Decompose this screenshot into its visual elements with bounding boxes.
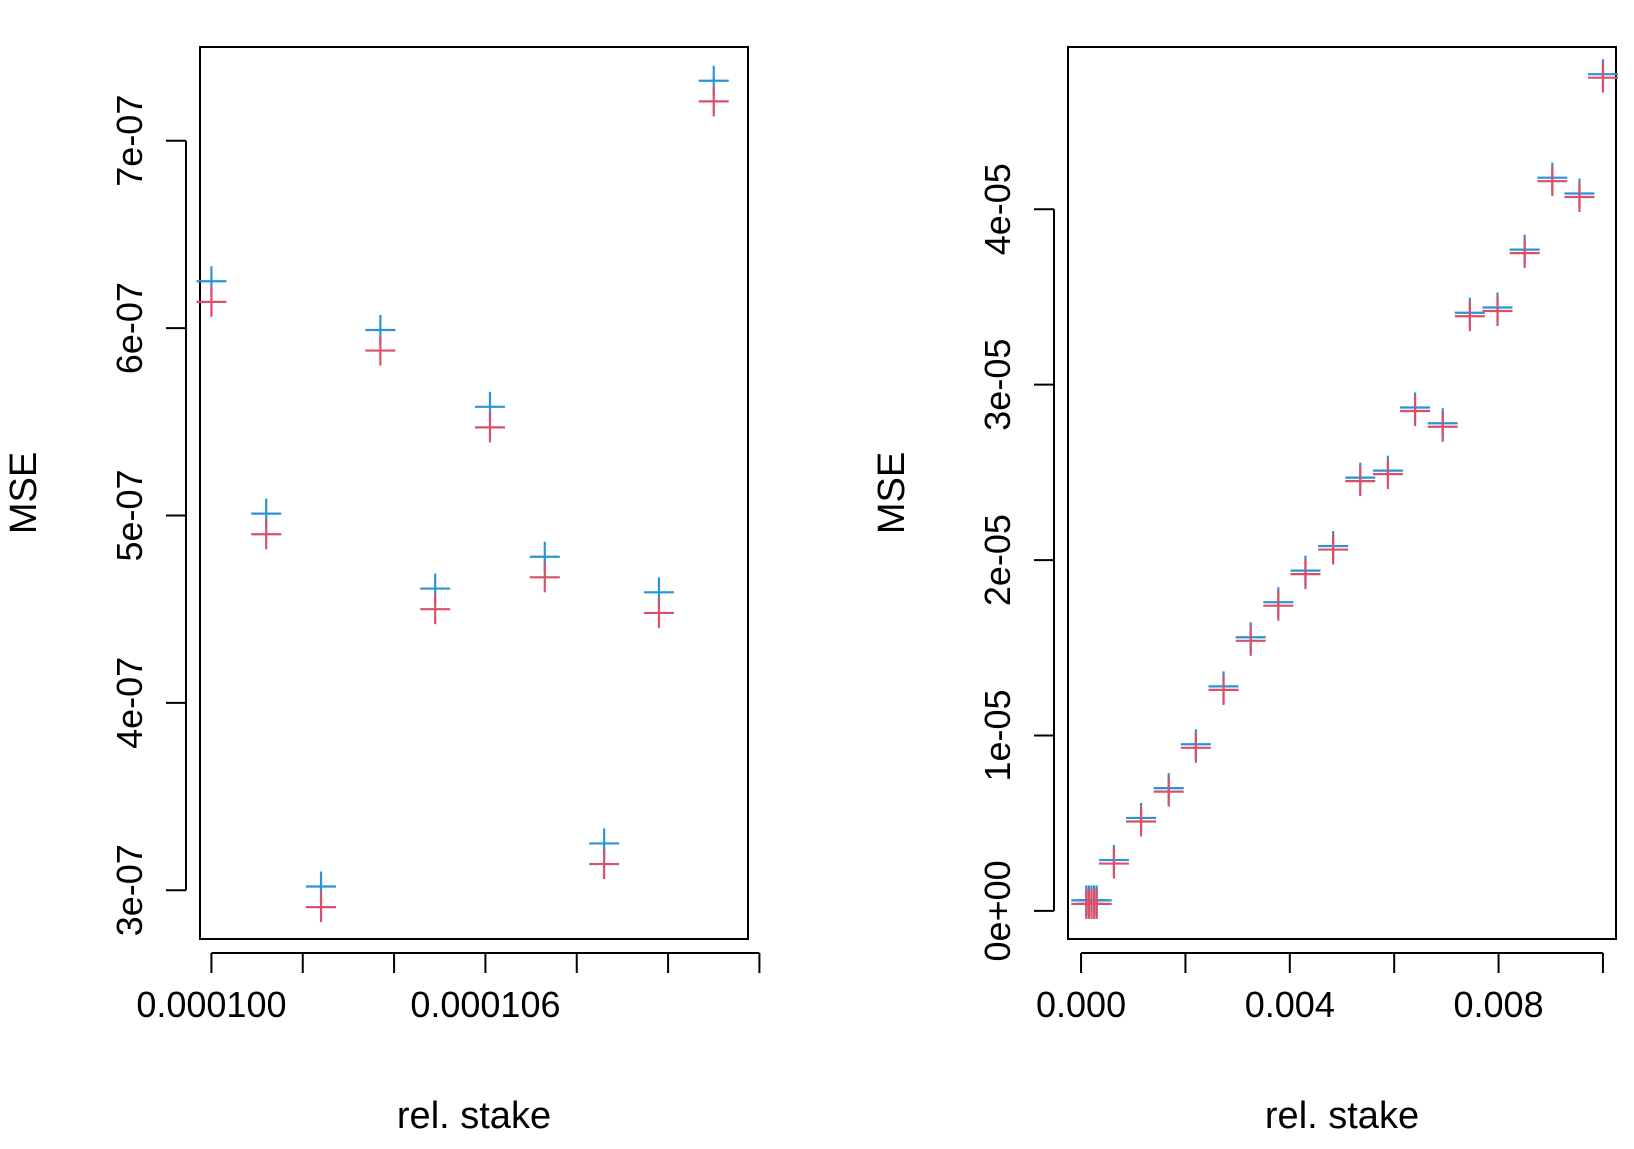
right-plot-frame [1067,46,1617,940]
plus-marker [474,412,505,443]
right-data-points [1071,59,1618,919]
plus-marker [1153,776,1184,807]
left-plot-panel: 0.000100 0.000106 3e-07 4e-07 5e-07 6e-07 7e-… [3,46,761,1137]
y-tick-label: 0e+00 [977,860,1018,961]
plus-marker [1263,590,1294,621]
plus-marker [1564,181,1595,212]
plus-marker [1427,411,1458,442]
plus-marker [698,86,729,117]
x-tick-label: 0.000 [1036,984,1126,1025]
plus-marker [365,335,396,366]
y-tick-label: 3e-07 [109,844,150,936]
plus-marker [1587,62,1618,93]
plus-marker [1318,534,1349,565]
plus-marker [1235,625,1266,656]
plus-marker [643,597,674,628]
plus-marker [1098,848,1129,879]
left-y-axis-label: MSE [3,452,45,534]
y-tick-label: 7e-07 [109,95,150,187]
right-y-axis-label: MSE [871,452,913,534]
plus-marker [1400,395,1431,426]
x-tick-label: 0.000100 [136,984,286,1025]
plus-marker [1482,296,1513,327]
x-tick-label: 0.000106 [410,984,560,1025]
plus-marker [196,286,227,317]
plus-marker [1208,674,1239,705]
y-tick-label: 1e-05 [977,689,1018,781]
plus-marker [1509,238,1540,269]
left-plot-frame [199,46,749,940]
y-tick-label: 3e-05 [977,339,1018,431]
right-plot-panel: 0.000 0.004 0.008 0e+00 1e-05 2e-05 3e-05 4e-0… [871,46,1618,1137]
right-x-axis-label: rel. stake [1265,1095,1419,1137]
y-tick-label: 2e-05 [977,514,1018,606]
plus-marker [1372,459,1403,490]
left-x-axis: 0.000100 0.000106 [136,952,761,1025]
plus-marker [251,519,282,550]
plus-marker [306,892,337,923]
x-tick-label: 0.004 [1245,984,1335,1025]
y-tick-label: 4e-05 [977,163,1018,255]
plus-marker [1537,166,1568,197]
plus-marker [1180,732,1211,763]
plus-marker [1081,888,1112,919]
right-x-axis: 0.000 0.004 0.008 [1036,952,1604,1025]
left-data-points [196,65,729,923]
plus-marker [1454,301,1485,332]
y-tick-label: 6e-07 [109,282,150,374]
plus-marker [529,562,560,593]
y-tick-label: 4e-07 [109,657,150,749]
left-y-axis: 3e-07 4e-07 5e-07 6e-07 7e-07 [109,95,187,936]
plus-marker [589,849,620,880]
plus-marker [1290,559,1321,590]
y-tick-label: 5e-07 [109,469,150,561]
right-y-axis: 0e+00 1e-05 2e-05 3e-05 4e-05 [977,163,1055,961]
plus-marker [1345,466,1376,497]
x-tick-label: 0.008 [1454,984,1544,1025]
left-x-axis-label: rel. stake [397,1095,551,1137]
plus-marker [1126,806,1157,837]
plus-marker [420,594,451,625]
